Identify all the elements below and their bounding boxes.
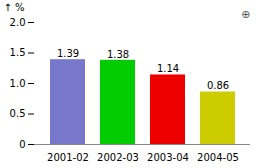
svg-text:1.39: 1.39 xyxy=(57,48,79,59)
svg-text:0.5: 0.5 xyxy=(10,108,26,119)
svg-text:1.0: 1.0 xyxy=(10,78,26,89)
svg-text:2002-03: 2002-03 xyxy=(97,152,139,163)
svg-text:2001-02: 2001-02 xyxy=(47,152,89,163)
svg-text:0.86: 0.86 xyxy=(207,80,229,91)
svg-text:2004-05: 2004-05 xyxy=(197,152,239,163)
svg-text:1.5: 1.5 xyxy=(10,47,26,58)
svg-text:1.14: 1.14 xyxy=(157,63,179,74)
svg-text:⊕: ⊕ xyxy=(241,8,250,21)
svg-text:1.38: 1.38 xyxy=(107,49,129,60)
svg-text:↑ %: ↑ % xyxy=(4,2,25,13)
svg-text:0: 0 xyxy=(19,139,25,150)
svg-text:2003-04: 2003-04 xyxy=(147,152,189,163)
svg-text:2.0: 2.0 xyxy=(10,17,26,28)
